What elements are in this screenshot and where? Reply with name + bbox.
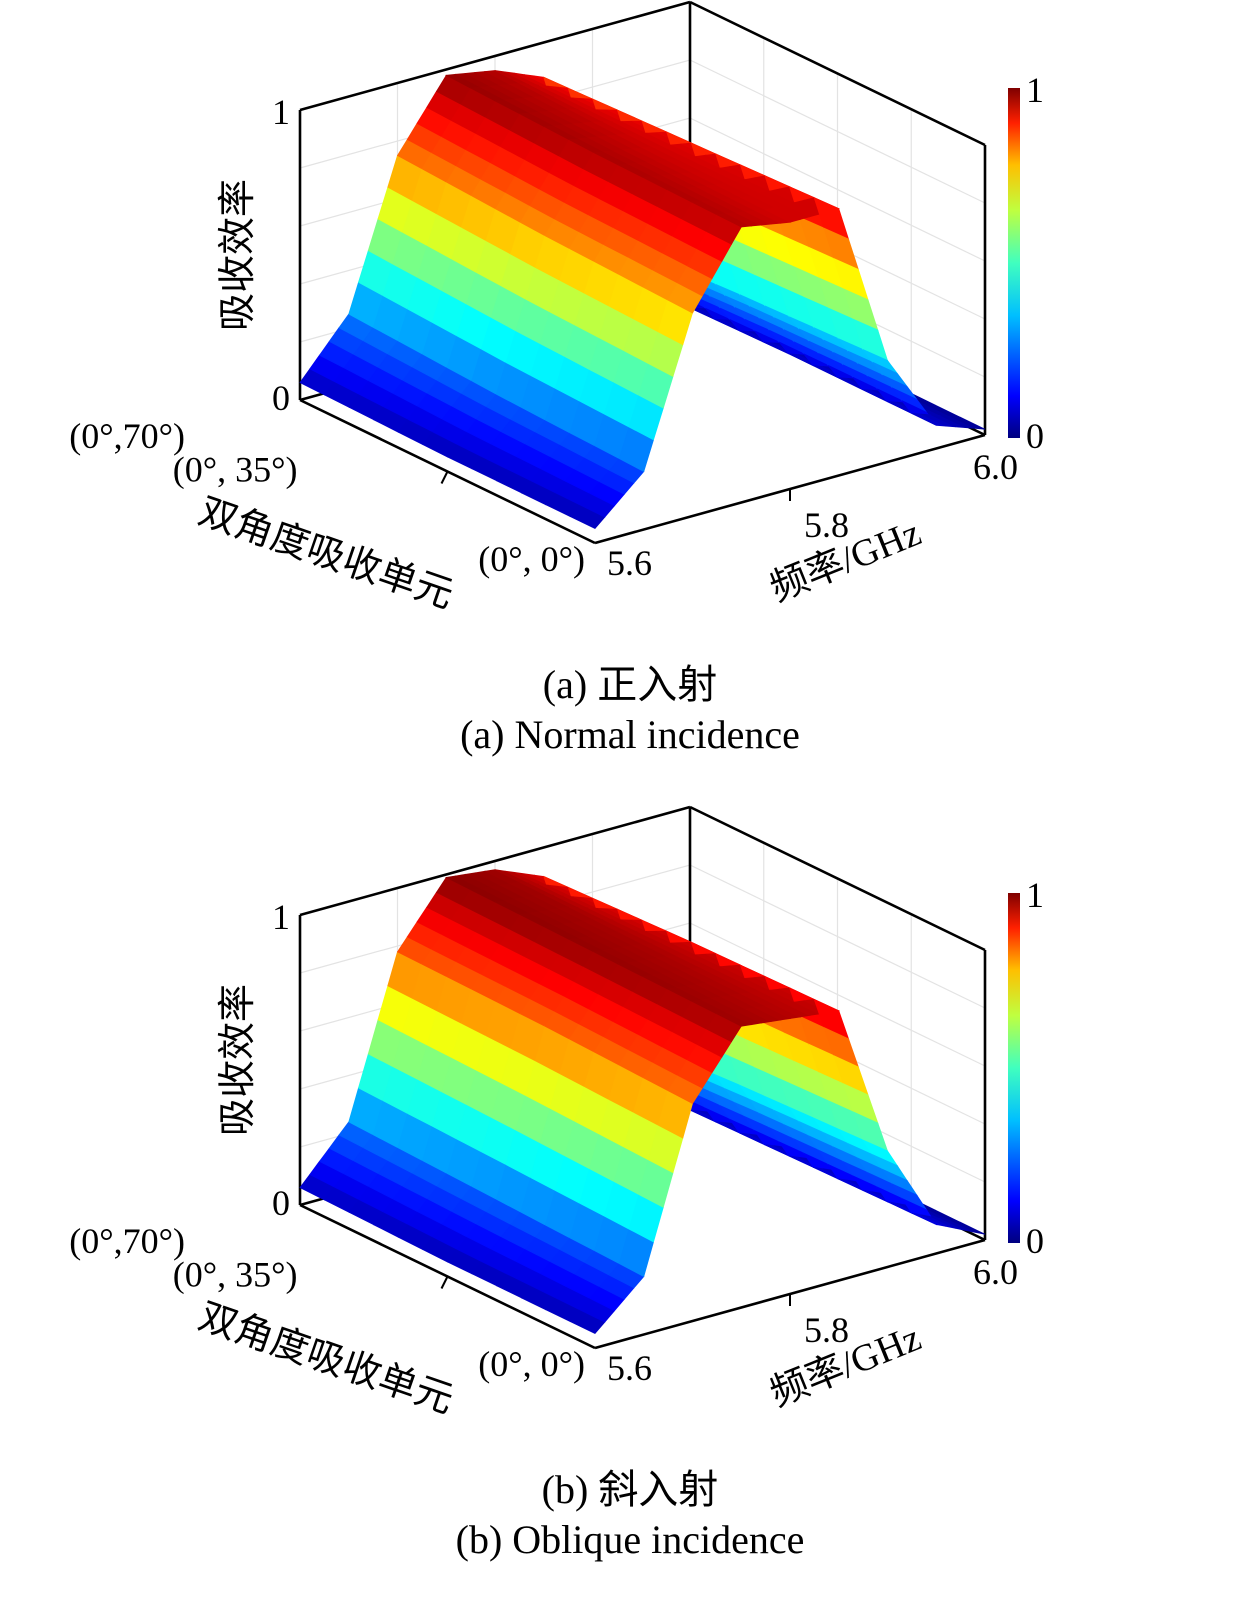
- axis-edge: [689, 805, 986, 952]
- colorbar-gradient: [1008, 88, 1020, 438]
- colorbar-b: 10: [1008, 875, 1044, 1261]
- y-tick-label: (0°,70°): [69, 416, 185, 456]
- caption-en-b: (b) Oblique incidence: [455, 1517, 805, 1562]
- z-tick-label: 1: [272, 92, 290, 132]
- colorbar-min-label: 0: [1026, 1221, 1044, 1261]
- z-tick-label: 1: [272, 897, 290, 937]
- x-tick-label: 5.8: [804, 1310, 849, 1350]
- surface-plot-b: 0 1 吸收效率 (0°, 0°) (0°, 35°)(0°,70°)双角度吸收单元 5.…: [69, 805, 1044, 1422]
- panel-a: 0 1 吸收效率 (0°, 0°) (0°, 35°) (0°,70°) 双角度吸收单元 5.…: [69, 0, 1044, 757]
- x-tick-label: 5.8: [804, 505, 849, 545]
- y-tick: [440, 1276, 449, 1289]
- axis-edge: [299, 805, 691, 917]
- y-tick-label: (0°, 35°): [173, 450, 298, 490]
- axis-edge: [299, 0, 691, 112]
- panel-b: 0 1 吸收效率 (0°, 0°) (0°, 35°) (0°,70°) 双角度吸收单元 5.…: [0, 805, 1260, 1610]
- y-axis-label: 双角度吸收单元: [193, 1295, 458, 1421]
- surface-patch: [950, 1220, 986, 1235]
- colorbar-max-label: 1: [1026, 70, 1044, 110]
- caption-zh-b: (b) 斜入射: [541, 1467, 719, 1512]
- z-axis-label: 吸收效率: [217, 984, 259, 1136]
- y-tick-label: (0°, 0°): [478, 539, 585, 579]
- y-tick-label: (0°, 35°): [173, 1255, 298, 1295]
- colorbar-gradient: [1008, 893, 1020, 1243]
- z-tick-label: 0: [272, 378, 290, 418]
- surface-plot-a: 0 1 吸收效率 (0°, 0°) (0°, 35°)(0°,70°)双角度吸收单元 5.…: [69, 0, 1044, 617]
- surface-a: [299, 70, 986, 529]
- caption-zh-a: (a) 正入射: [542, 662, 718, 707]
- x-tick-label: 5.6: [607, 1348, 652, 1388]
- x-tick-label: 5.6: [607, 543, 652, 583]
- y-tick: [440, 471, 449, 484]
- z-axis-label: 吸收效率: [217, 179, 259, 331]
- colorbar-max-label: 1: [1026, 875, 1044, 915]
- y-tick-label: (0°, 0°): [478, 1344, 585, 1384]
- colorbar-min-label: 0: [1026, 416, 1044, 456]
- surface-b: [299, 869, 986, 1334]
- y-axis-label: 双角度吸收单元: [193, 490, 458, 616]
- axis-edge: [689, 0, 986, 147]
- surface-patch: [950, 416, 986, 430]
- caption-en-a: (a) Normal incidence: [460, 712, 800, 757]
- x-tick-label: 6.0: [973, 1252, 1018, 1292]
- colorbar-a: 10: [1008, 70, 1044, 456]
- y-tick-label: (0°,70°): [69, 1221, 185, 1261]
- z-tick-label: 0: [272, 1183, 290, 1223]
- x-tick-label: 6.0: [973, 447, 1018, 487]
